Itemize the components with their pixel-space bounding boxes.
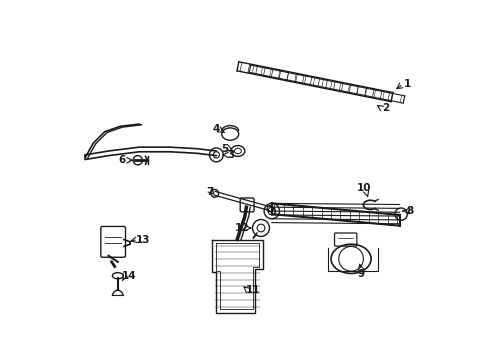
Text: 3: 3 bbox=[227, 150, 234, 160]
Text: 12: 12 bbox=[235, 223, 249, 233]
Text: 1: 1 bbox=[403, 79, 410, 89]
Text: 4: 4 bbox=[212, 125, 220, 134]
Text: 9: 9 bbox=[357, 269, 364, 279]
Text: 10: 10 bbox=[356, 183, 371, 193]
Text: 13: 13 bbox=[136, 235, 150, 244]
Text: 2: 2 bbox=[381, 103, 388, 113]
Text: 14: 14 bbox=[122, 271, 136, 281]
Text: 7: 7 bbox=[206, 187, 213, 197]
Text: 11: 11 bbox=[245, 285, 260, 294]
Text: 6: 6 bbox=[119, 155, 126, 165]
Text: 8: 8 bbox=[406, 206, 413, 216]
Text: 5: 5 bbox=[221, 144, 228, 154]
